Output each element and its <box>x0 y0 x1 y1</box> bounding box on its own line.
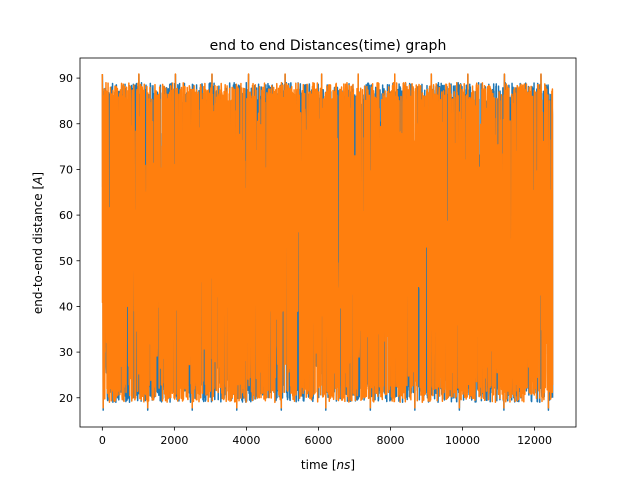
x-axis-label: time [ns] <box>301 458 355 472</box>
y-tick-label: 60 <box>59 209 73 222</box>
x-axis: 0 2000 4000 6000 8000 10000 12000 <box>99 427 552 447</box>
y-axis-label: end-to-end distance [A] <box>31 172 45 314</box>
y-tick-label: 20 <box>59 392 73 405</box>
y-tick-label: 80 <box>59 118 73 131</box>
y-tick-label: 90 <box>59 72 73 85</box>
x-tick-label: 4000 <box>232 434 260 447</box>
x-tick-label: 12000 <box>517 434 552 447</box>
y-axis: 20 30 40 50 60 70 80 90 <box>59 72 80 405</box>
chart-title: end to end Distances(time) graph <box>210 38 447 54</box>
y-tick-label: 30 <box>59 346 73 359</box>
x-tick-label: 10000 <box>445 434 480 447</box>
y-tick-label: 50 <box>59 255 73 268</box>
x-tick-label: 8000 <box>376 434 404 447</box>
x-tick-label: 2000 <box>160 434 188 447</box>
x-tick-label: 0 <box>99 434 106 447</box>
series-line-2 <box>101 73 554 409</box>
y-tick-label: 70 <box>59 163 73 176</box>
series-layer <box>101 73 554 411</box>
x-tick-label: 6000 <box>304 434 332 447</box>
y-tick-label: 40 <box>59 300 73 313</box>
plot-frame <box>79 57 577 428</box>
